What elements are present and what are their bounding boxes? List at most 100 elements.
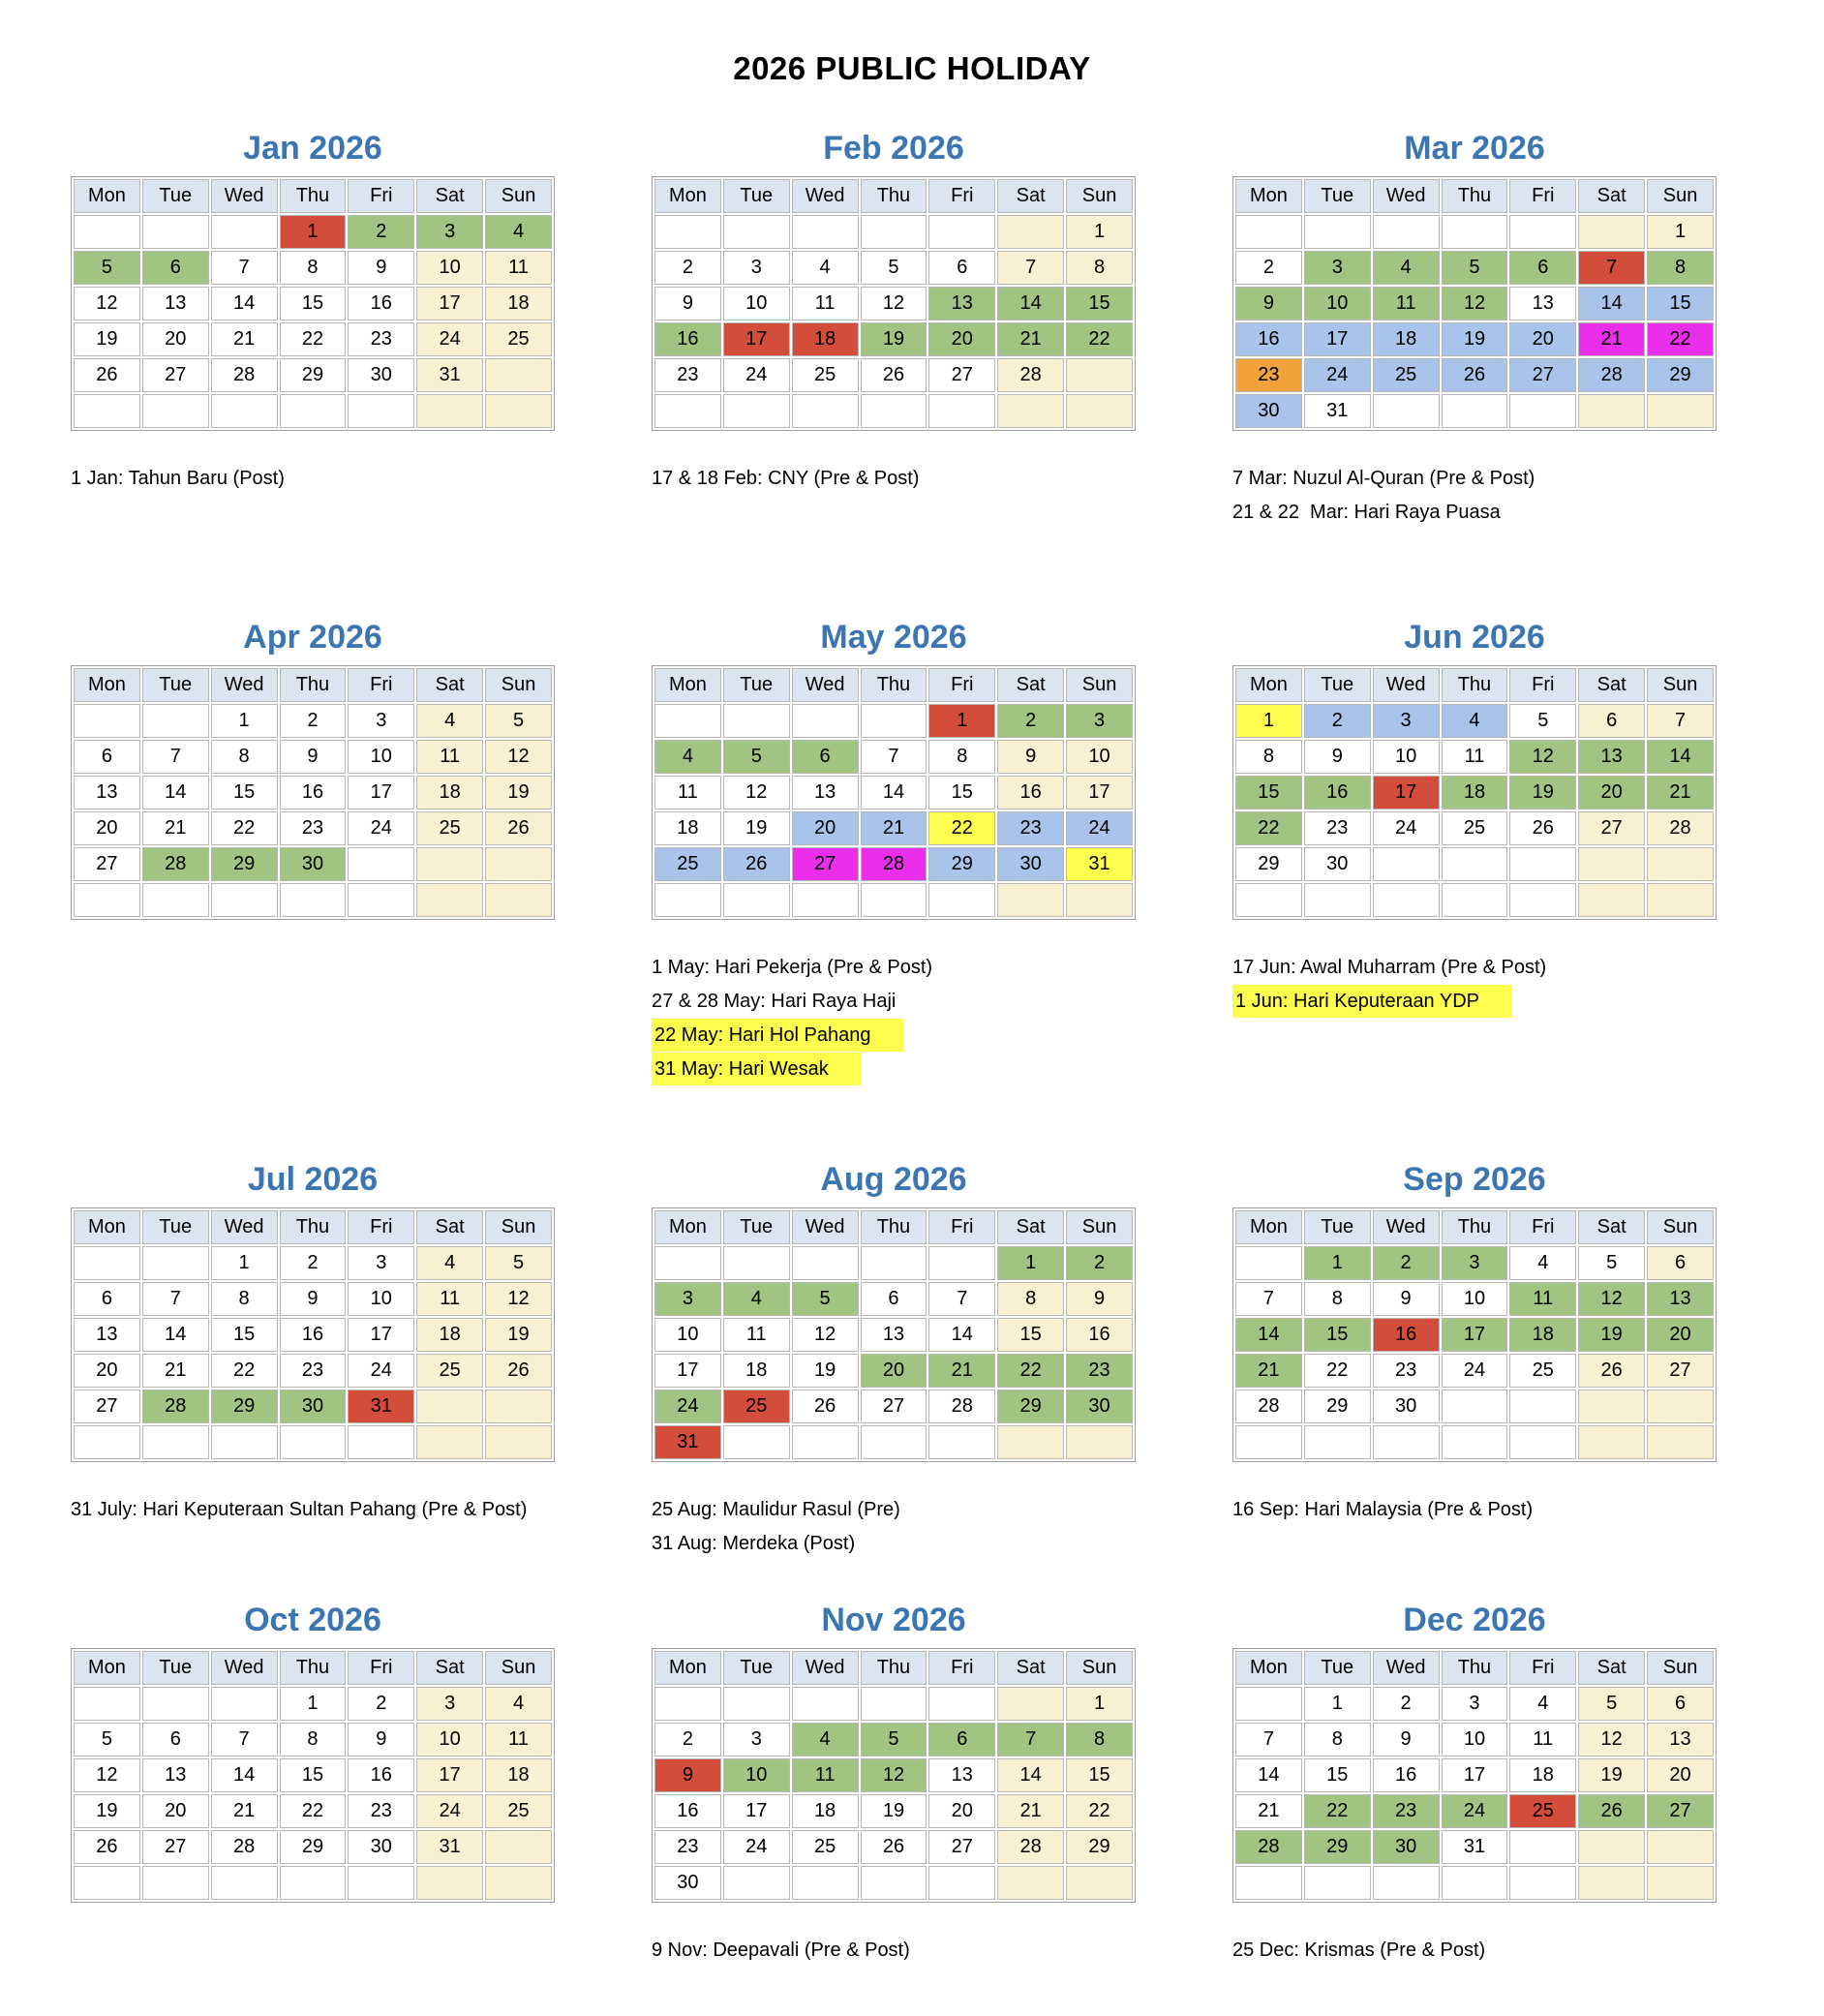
day-cell: 24 (348, 811, 415, 845)
weekday-header-row: Mon Tue Wed Thu Fri Sat Sun (74, 179, 552, 213)
weekday-header: Wed (210, 668, 278, 702)
day-cell: 5 (860, 251, 927, 285)
day-cell (1235, 1866, 1302, 1900)
weekday-header: Wed (210, 179, 278, 213)
weekday-header: Wed (791, 668, 859, 702)
day-cell: 14 (1578, 287, 1646, 321)
day-cell (348, 1425, 415, 1459)
holiday-note: 31 May: Hari Wesak (652, 1053, 1136, 1086)
day-cell: 9 (1372, 1282, 1440, 1316)
day-cell: 1 (1066, 1687, 1133, 1721)
month-notes: 17 & 18 Feb: CNY (Pre & Post) (652, 462, 1136, 496)
day-cell: 21 (210, 322, 278, 356)
day-cell: 5 (860, 1723, 927, 1756)
day-cell: 19 (791, 1354, 859, 1388)
week-row (1235, 883, 1714, 917)
day-cell: 9 (279, 1282, 347, 1316)
weekday-header: Thu (860, 1210, 927, 1244)
day-cell: 7 (1578, 251, 1646, 285)
weekday-header: Mon (654, 179, 721, 213)
day-cell (1647, 1425, 1714, 1459)
day-cell: 5 (1578, 1246, 1646, 1280)
day-cell: 18 (791, 1794, 859, 1828)
day-cell (210, 394, 278, 428)
week-row: 21 22 23 24 25 26 27 (1235, 1354, 1714, 1388)
weekday-header: Wed (1372, 1651, 1440, 1685)
day-cell (141, 1425, 209, 1459)
day-cell (416, 1390, 484, 1423)
weekday-header: Sun (1647, 179, 1714, 213)
day-cell: 20 (1647, 1318, 1714, 1352)
day-cell: 27 (791, 847, 859, 881)
weekday-header: Sun (1647, 668, 1714, 702)
day-cell (74, 215, 140, 249)
weekday-header: Sun (1647, 1210, 1714, 1244)
day-cell: 18 (485, 1758, 552, 1792)
week-row: 29 30 (1235, 847, 1714, 881)
day-cell (860, 1246, 927, 1280)
month-notes: 25 Aug: Maulidur Rasul (Pre) 31 Aug: Merd… (652, 1493, 1136, 1561)
day-cell: 9 (348, 251, 415, 285)
month-title: Dec 2026 (1403, 1602, 1546, 1638)
week-row: 23 24 25 26 27 28 (654, 358, 1133, 392)
day-cell: 16 (1372, 1758, 1440, 1792)
month-calendar: Mon Tue Wed Thu Fri Sat Sun 1 2 3 4 5 6 7 8 9 10 11 12 13 1… (71, 1648, 555, 1903)
day-cell (997, 215, 1065, 249)
day-cell (1066, 358, 1133, 392)
month-body: 1 2 3 4 5 6 7 8 9 10 11 12 13 14 15 16 17 18 19 20 21 22 23 24 2… (654, 704, 1133, 917)
day-cell: 21 (860, 811, 927, 845)
day-cell: 19 (1509, 776, 1577, 809)
day-cell: 17 (722, 322, 790, 356)
day-cell: 18 (416, 1318, 484, 1352)
day-cell (997, 1425, 1065, 1459)
week-row: 23 24 25 26 27 28 29 (654, 1830, 1133, 1864)
month-title: Apr 2026 (243, 619, 382, 656)
day-cell: 25 (1372, 358, 1440, 392)
holiday-note-text: 1 Jun: Hari Keputeraan YDP (1232, 985, 1513, 1018)
weekday-header: Tue (1303, 179, 1371, 213)
day-cell: 15 (210, 1318, 278, 1352)
day-cell (485, 1390, 552, 1423)
day-cell: 28 (1578, 358, 1646, 392)
weekday-header: Thu (279, 1210, 347, 1244)
day-cell (654, 215, 721, 249)
day-cell: 2 (348, 215, 415, 249)
month-body: 1 2 3 4 5 6 7 8 9 10 11 12 13 14 15 16 17 18 19 20 21 22 23 24 2… (1235, 215, 1714, 428)
day-cell: 10 (1441, 1723, 1508, 1756)
weekday-header: Thu (1441, 1210, 1508, 1244)
week-row: 16 17 18 19 20 21 22 (1235, 322, 1714, 356)
day-cell: 8 (279, 251, 347, 285)
day-cell: 22 (279, 322, 347, 356)
month-notes: 7 Mar: Nuzul Al-Quran (Pre & Post) 21 & 2… (1232, 462, 1717, 530)
week-row: 12 13 14 15 16 17 18 (74, 1758, 552, 1792)
weekday-header: Wed (791, 179, 859, 213)
day-cell: 29 (997, 1390, 1065, 1423)
day-cell: 5 (722, 740, 790, 774)
day-cell: 6 (791, 740, 859, 774)
weekday-header: Tue (722, 179, 790, 213)
day-cell: 20 (928, 322, 996, 356)
day-cell (791, 394, 859, 428)
day-cell: 12 (1441, 287, 1508, 321)
day-cell: 1 (279, 215, 347, 249)
day-cell: 23 (1066, 1354, 1133, 1388)
day-cell: 4 (791, 1723, 859, 1756)
weekday-header: Sun (485, 179, 552, 213)
holiday-note-text: 25 Dec: Krismas (Pre & Post) (1232, 1940, 1486, 1961)
holiday-note: 17 Jun: Awal Muharram (Pre & Post) (1232, 951, 1717, 985)
day-cell: 19 (1578, 1758, 1646, 1792)
day-cell: 16 (348, 287, 415, 321)
day-cell: 23 (654, 358, 721, 392)
holiday-note-text: 21 & 22 Mar: Hari Raya Puasa (1232, 502, 1501, 523)
day-cell: 13 (1647, 1723, 1714, 1756)
day-cell (1066, 1866, 1133, 1900)
day-cell (279, 1866, 347, 1900)
day-cell: 8 (1647, 251, 1714, 285)
